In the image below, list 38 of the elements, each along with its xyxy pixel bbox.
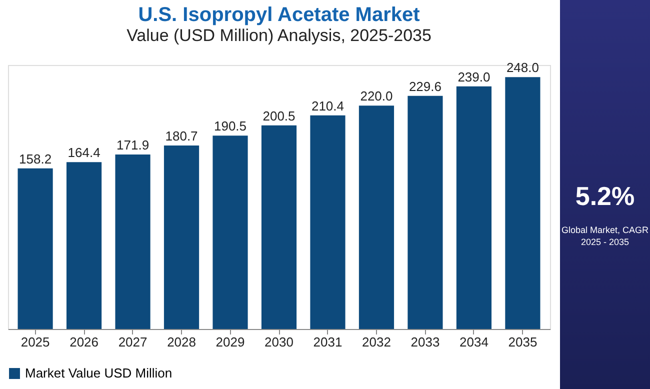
data-label: 229.6 bbox=[408, 78, 442, 94]
data-label: 171.9 bbox=[116, 137, 150, 152]
x-tick-label: 2028 bbox=[167, 334, 196, 350]
text: 5.2% bbox=[575, 180, 635, 212]
x-tick-label: 2034 bbox=[460, 334, 488, 350]
x-tick-label: 2035 bbox=[508, 334, 538, 350]
data-label: 239.0 bbox=[458, 69, 490, 84]
text: Global Market, CAGR 2025 - 2035 bbox=[560, 224, 650, 248]
x-tick-label: 2033 bbox=[410, 334, 440, 350]
bar bbox=[358, 106, 394, 329]
x-tick-label: 2032 bbox=[362, 334, 391, 350]
data-label: 180.7 bbox=[165, 128, 198, 144]
data-label: 200.5 bbox=[262, 108, 296, 124]
x-tick-label: 2026 bbox=[70, 334, 98, 350]
legend-label: Market Value USD Million bbox=[25, 366, 172, 380]
data-label: 190.5 bbox=[214, 118, 247, 134]
chart-title: U.S. Isopropyl Acetate Market bbox=[138, 4, 420, 26]
bar bbox=[115, 154, 150, 329]
x-tick-label: 2025 bbox=[20, 334, 50, 350]
bar bbox=[164, 146, 200, 329]
data-label: 220.0 bbox=[360, 88, 393, 104]
bar bbox=[310, 115, 346, 329]
x-tick-label: 2027 bbox=[118, 334, 148, 350]
bar bbox=[408, 96, 443, 329]
x-tick-label: 2031 bbox=[313, 334, 342, 350]
chart-subtitle: Value (USD Million) Analysis, 2025-2035 bbox=[126, 26, 432, 46]
x-tick-label: 2030 bbox=[264, 334, 294, 350]
bar bbox=[261, 125, 297, 329]
bar bbox=[212, 136, 248, 329]
bar bbox=[18, 168, 53, 329]
bar bbox=[456, 86, 492, 329]
data-label: 164.4 bbox=[68, 145, 100, 160]
data-label: 248.0 bbox=[506, 60, 539, 76]
bar bbox=[505, 77, 540, 329]
bar bbox=[66, 162, 102, 329]
data-label: 158.2 bbox=[19, 151, 52, 166]
x-tick-label: 2029 bbox=[216, 334, 245, 350]
data-label: 210.4 bbox=[311, 98, 344, 114]
